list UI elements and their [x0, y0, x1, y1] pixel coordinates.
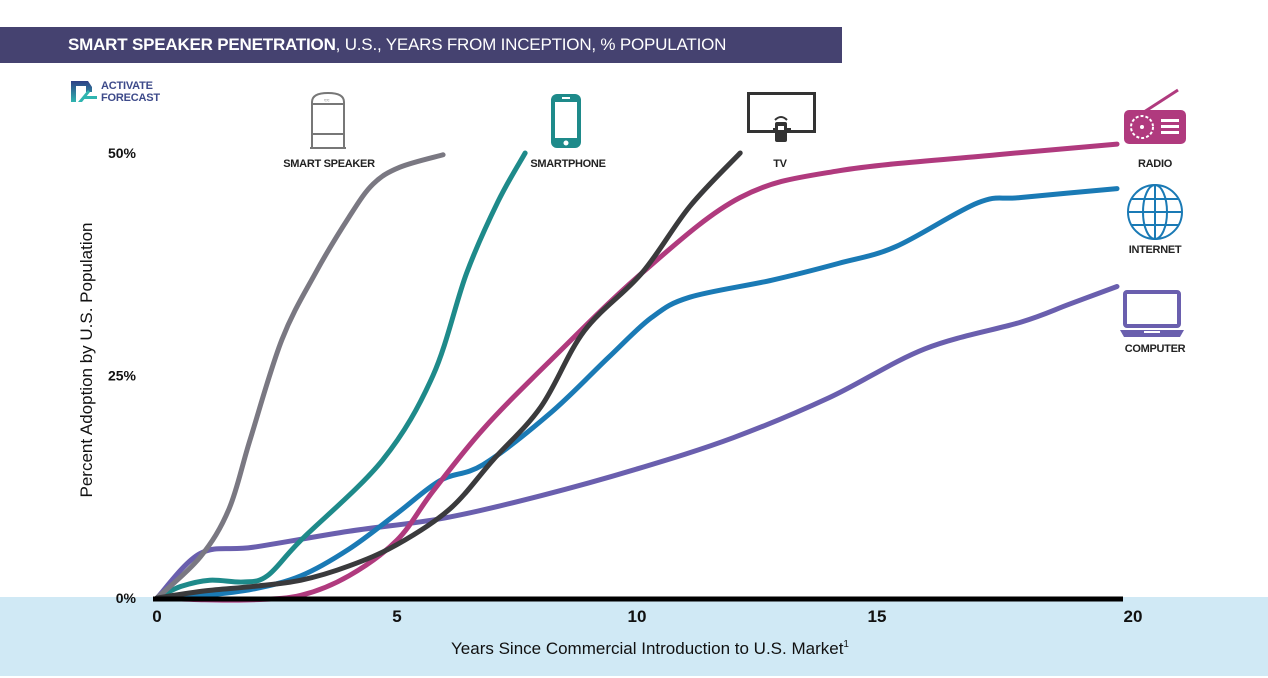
- x-tick-label: 20: [1124, 607, 1143, 626]
- series-line-tv: [154, 150, 743, 601]
- y-tick-label: 0%: [116, 590, 137, 606]
- computer-icon: [1120, 290, 1184, 337]
- logo-line2: FORECAST: [101, 92, 160, 104]
- svg-text:≈≈: ≈≈: [324, 98, 330, 104]
- label-smartphone: SMARTPHONE: [530, 158, 606, 170]
- tv-icon: [747, 92, 816, 142]
- y-tick-label: 25%: [108, 368, 137, 384]
- x-tick-label: 0: [152, 607, 161, 626]
- x-tick-label: 10: [628, 607, 647, 626]
- logo-line1: ACTIVATE: [101, 80, 153, 92]
- label-tv: TV: [773, 158, 787, 170]
- title-bar: SMART SPEAKER PENETRATION, U.S., YEARS F…: [0, 27, 842, 63]
- series-line-internet: [154, 186, 1120, 601]
- internet-icon: [1127, 184, 1183, 240]
- y-tick-label: 50%: [108, 145, 137, 161]
- x-axis-label: Years Since Commercial Introduction to U…: [451, 639, 849, 658]
- radio-icon: [1124, 88, 1186, 144]
- x-axis-band: [0, 597, 1268, 676]
- smartphone-icon: [551, 94, 581, 148]
- x-tick-label: 15: [868, 607, 887, 626]
- label-internet: INTERNET: [1128, 244, 1182, 256]
- y-axis-label: Percent Adoption by U.S. Population: [77, 222, 96, 497]
- label-computer: COMPUTER: [1124, 343, 1186, 355]
- chart-title: SMART SPEAKER PENETRATION, U.S., YEARS F…: [68, 35, 727, 54]
- series-line-radio: [154, 141, 1120, 603]
- label-smart-speaker: SMART SPEAKER: [283, 158, 375, 170]
- x-tick-label: 5: [392, 607, 401, 626]
- series-line-smart-speaker: [154, 152, 446, 601]
- smart-speaker-icon: ≈≈: [310, 91, 346, 149]
- series-line-smartphone: [154, 150, 528, 601]
- activate-forecast-logo: ACTIVATE FORECAST: [68, 78, 160, 106]
- series-line-computer: [154, 284, 1120, 601]
- activate-logo-icon: [71, 81, 97, 102]
- label-radio: RADIO: [1138, 158, 1172, 170]
